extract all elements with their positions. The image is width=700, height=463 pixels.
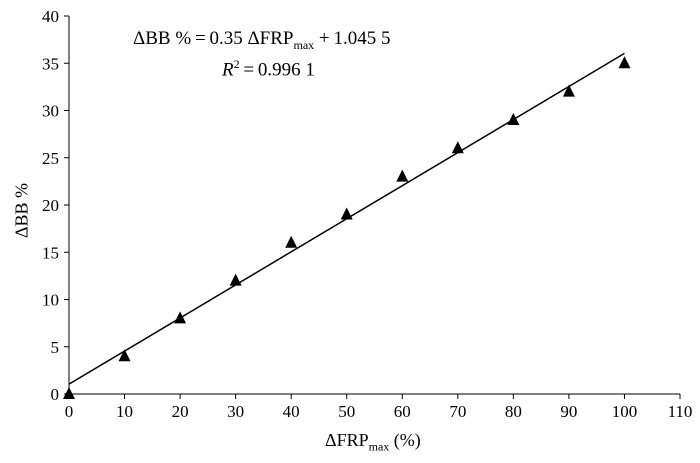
x-tick-label: 70 <box>449 402 466 421</box>
x-tick-label: 60 <box>394 402 411 421</box>
regression-equation: ΔBB % = 0.35 ΔFRPmax + 1.045 5 <box>133 28 390 53</box>
r-value: = 0.996 1 <box>239 59 315 81</box>
x-axis-label: ΔFRPmax (%) <box>325 430 421 455</box>
data-point <box>285 235 298 248</box>
data-point <box>174 311 187 324</box>
x-label-subscript: max <box>368 439 390 454</box>
x-tick-label: 100 <box>612 402 638 421</box>
data-point <box>63 387 75 399</box>
equation-intercept: + 1.045 5 <box>314 28 391 49</box>
r-squared: R2 = 0.996 1 <box>222 57 315 81</box>
data-point <box>118 349 131 362</box>
x-tick-label: 0 <box>65 402 74 421</box>
y-tick-label: 35 <box>42 54 59 73</box>
y-tick-label: 10 <box>42 291 59 310</box>
data-point <box>396 169 409 182</box>
x-tick-label: 30 <box>227 402 244 421</box>
r-superscript: 2 <box>233 57 240 71</box>
data-point <box>507 112 520 125</box>
data-point <box>451 141 464 154</box>
x-tick-label: 50 <box>338 402 355 421</box>
y-tick-label: 20 <box>42 196 59 215</box>
x-label-text: ΔFRP <box>325 430 369 450</box>
y-tick-label: 15 <box>42 243 59 262</box>
x-tick-label: 90 <box>560 402 577 421</box>
y-tick-label: 5 <box>51 338 60 357</box>
r-label: R <box>222 59 234 81</box>
y-tick-label: 40 <box>42 7 59 26</box>
data-point <box>340 207 353 220</box>
x-tick-label: 40 <box>283 402 300 421</box>
x-tick-label: 20 <box>172 402 189 421</box>
x-tick-label: 10 <box>116 402 133 421</box>
x-tick-label: 80 <box>505 402 522 421</box>
x-tick-label: 110 <box>668 402 693 421</box>
y-axis-label: ΔBB % <box>11 182 32 239</box>
data-point <box>618 56 631 69</box>
data-point <box>562 84 575 97</box>
equation-text: ΔBB % = 0.35 ΔFRP <box>133 28 294 49</box>
data-point <box>229 273 242 286</box>
x-label-unit: (%) <box>393 430 421 450</box>
y-tick-label: 30 <box>42 102 59 121</box>
equation-subscript: max <box>293 37 315 52</box>
y-tick-label: 0 <box>51 385 60 404</box>
y-tick-label: 25 <box>42 149 59 168</box>
